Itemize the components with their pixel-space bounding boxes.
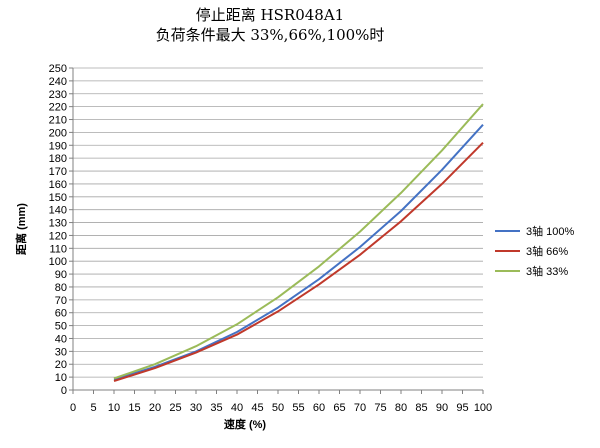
- y-tick-label: 50: [55, 321, 67, 333]
- y-tick-label: 130: [49, 218, 67, 230]
- x-tick-label: 40: [231, 402, 243, 414]
- legend: 3轴 100% 3轴 66% 3轴 33%: [495, 224, 575, 278]
- gridlines: [69, 67, 484, 394]
- axes: [72, 68, 483, 391]
- chart-title: 停止距离 HSR048A1: [195, 6, 345, 24]
- y-tick-label: 160: [49, 179, 67, 191]
- y-tick-label: 250: [49, 63, 67, 75]
- y-tick-label: 240: [49, 76, 67, 88]
- y-tick-label: 200: [49, 127, 67, 139]
- y-tick-label: 150: [49, 192, 67, 204]
- x-tick-label: 70: [354, 402, 366, 414]
- y-tick-label: 140: [49, 205, 67, 217]
- x-tick-label: 95: [456, 402, 468, 414]
- y-tick-label: 110: [49, 243, 67, 255]
- y-axis-label: 距离 (mm): [14, 203, 28, 255]
- series-line: [113, 124, 484, 381]
- y-tick-label: 220: [49, 102, 67, 114]
- series-line: [113, 103, 484, 380]
- y-tick-label: 30: [55, 346, 67, 358]
- y-tick-label: 120: [49, 230, 67, 242]
- y-tick-labels: 0102030405060708090100110120130140150160…: [49, 63, 67, 397]
- y-tick-label: 90: [55, 269, 67, 281]
- x-tick-label: 35: [210, 402, 222, 414]
- series-line: [113, 141, 484, 382]
- y-tick-label: 40: [55, 333, 67, 345]
- y-tick-label: 20: [55, 359, 67, 371]
- y-tick-label: 190: [49, 140, 67, 152]
- y-tick-label: 180: [49, 153, 67, 165]
- x-tick-label: 75: [374, 402, 386, 414]
- x-tick-label: 100: [474, 402, 492, 414]
- y-tick-label: 170: [49, 166, 67, 178]
- x-tick-label: 5: [90, 402, 96, 414]
- x-tick-label: 0: [70, 402, 76, 414]
- y-tick-label: 10: [55, 372, 67, 384]
- x-tick-label: 55: [292, 402, 304, 414]
- y-tick-label: 210: [49, 115, 67, 127]
- y-tick-label: 60: [55, 308, 67, 320]
- y-tick-label: 80: [55, 282, 67, 294]
- x-tick-label: 65: [333, 402, 345, 414]
- legend-label: 3轴 100%: [526, 224, 575, 238]
- y-tick-label: 0: [61, 385, 67, 397]
- x-tick-label: 60: [313, 402, 325, 414]
- y-tick-label: 230: [49, 89, 67, 101]
- legend-label: 3轴 33%: [526, 264, 568, 278]
- series-lines: [113, 103, 484, 382]
- y-tick-label: 70: [55, 295, 67, 307]
- y-tick-label: 100: [49, 256, 67, 268]
- x-tick-label: 10: [108, 402, 120, 414]
- x-tick-label: 85: [415, 402, 427, 414]
- x-tick-label: 15: [128, 402, 140, 414]
- x-tick-label: 45: [251, 402, 263, 414]
- x-tick-label: 30: [190, 402, 202, 414]
- x-tick-label: 90: [436, 402, 448, 414]
- chart-subtitle: 负荷条件最大 33%,66%,100%时: [155, 26, 385, 44]
- x-tick-label: 20: [149, 402, 161, 414]
- x-tick-labels: 0 5 10 15 20 25 30 35 40 45 50 55 60 65 70 75 80 85 90 95 10…: [70, 402, 492, 414]
- x-tick-label: 80: [395, 402, 407, 414]
- legend-label: 3轴 66%: [526, 244, 568, 258]
- x-tick-label: 25: [169, 402, 181, 414]
- x-tick-label: 50: [272, 402, 284, 414]
- x-axis-label: 速度 (%): [224, 417, 266, 431]
